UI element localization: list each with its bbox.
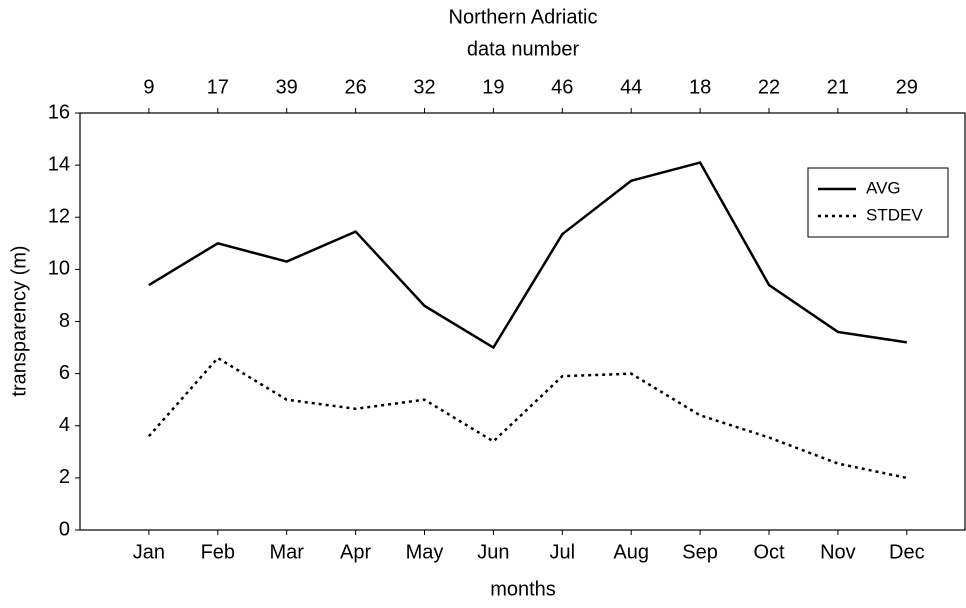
- line-series: [147, 356, 908, 480]
- y-axis-label: transparency (m): [8, 245, 30, 396]
- y-tick-label: 6: [59, 362, 70, 384]
- top-tick-label: 18: [689, 76, 711, 98]
- x-tick-label: Jan: [133, 541, 165, 563]
- x-tick-label: Jun: [477, 541, 509, 563]
- x-tick-label: Jul: [550, 541, 576, 563]
- y-tick-label: 4: [59, 414, 70, 436]
- y-tick-label: 10: [48, 258, 70, 280]
- legend-label: STDEV: [866, 205, 923, 224]
- top-axis-label: data number: [467, 38, 580, 60]
- x-tick-label: Feb: [201, 541, 235, 563]
- top-tick-label: 29: [896, 76, 918, 98]
- top-tick-label: 26: [344, 76, 366, 98]
- x-tick-label: Sep: [682, 541, 718, 563]
- top-tick-label: 22: [758, 76, 780, 98]
- top-tick-label: 19: [482, 76, 504, 98]
- top-tick-label: 32: [413, 76, 435, 98]
- y-tick-label: 16: [48, 101, 70, 123]
- x-tick-label: Mar: [269, 541, 304, 563]
- line-series: [148, 161, 907, 350]
- y-tick-label: 14: [48, 153, 70, 175]
- x-tick-label: Aug: [613, 541, 649, 563]
- top-tick-label: 39: [276, 76, 298, 98]
- x-axis-label: months: [490, 578, 556, 600]
- y-tick-label: 0: [59, 518, 70, 540]
- top-tick-label: 44: [620, 76, 642, 98]
- top-tick-label: 9: [143, 76, 154, 98]
- y-tick-label: 8: [59, 310, 70, 332]
- x-tick-label: Nov: [820, 541, 856, 563]
- legend-label: AVG: [866, 178, 901, 197]
- x-tick-label: Dec: [889, 541, 925, 563]
- x-tick-label: Oct: [753, 541, 785, 563]
- y-tick-label: 2: [59, 466, 70, 488]
- x-tick-label: Apr: [340, 541, 371, 563]
- chart-title: Northern Adriatic: [449, 6, 598, 28]
- top-tick-label: 21: [827, 76, 849, 98]
- y-tick-label: 12: [48, 206, 70, 228]
- top-tick-label: 17: [207, 76, 229, 98]
- x-tick-label: May: [406, 541, 444, 563]
- top-tick-label: 46: [551, 76, 573, 98]
- legend-box: [807, 167, 949, 238]
